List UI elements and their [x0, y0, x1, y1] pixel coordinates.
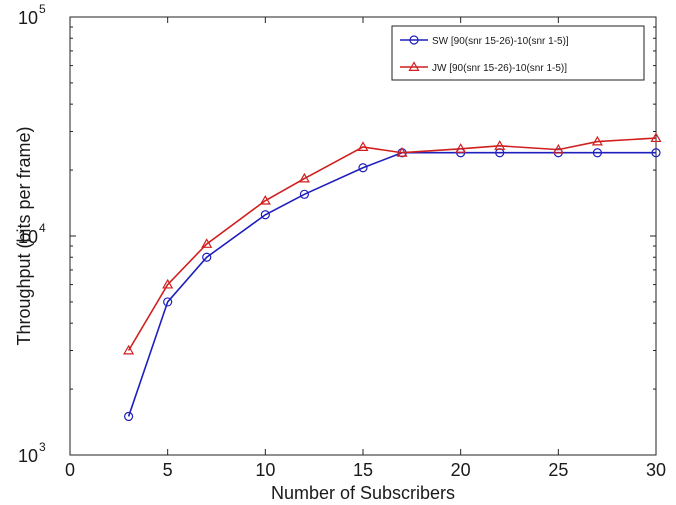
data-point — [396, 147, 408, 157]
data-point — [651, 148, 661, 158]
y-tick-label: 10 — [18, 8, 38, 28]
data-point — [409, 35, 419, 45]
data-point — [260, 210, 270, 220]
data-point — [259, 194, 271, 205]
data-point — [162, 278, 174, 289]
x-tick-label: 30 — [646, 460, 666, 480]
legend: SW [90(snr 15-26)-10(snr 1-5)] JW [90(snr… — [391, 25, 645, 81]
series-layer — [123, 132, 662, 422]
x-tick-label: 15 — [353, 460, 373, 480]
legend-entry: JW [90(snr 15-26)-10(snr 1-5)] — [400, 61, 567, 74]
data-point — [592, 148, 603, 158]
legend-entry: SW [90(snr 15-26)-10(snr 1-5)] — [400, 35, 569, 47]
y-axis-title: Throughput (bits per frame) — [14, 126, 34, 345]
data-point — [201, 238, 213, 248]
data-point — [298, 172, 310, 183]
x-tick-label: 20 — [451, 460, 471, 480]
x-tick-label: 10 — [255, 460, 275, 480]
data-point — [455, 143, 467, 153]
legend-label: JW [90(snr 15-26)-10(snr 1-5)] — [432, 63, 567, 74]
data-point — [123, 344, 135, 355]
x-tick-label: 0 — [65, 460, 75, 480]
series-line — [127, 151, 656, 417]
legend-entries: SW [90(snr 15-26)-10(snr 1-5)] JW [90(snr… — [400, 35, 569, 74]
y-tick-label-exponent: 5 — [39, 2, 46, 16]
data-point — [124, 411, 134, 422]
y-tick-label-exponent: 3 — [39, 440, 46, 454]
y-tick-label: 10 — [18, 227, 38, 247]
data-point — [163, 297, 173, 307]
y-tick-label: 10 — [18, 446, 38, 466]
x-tick-label: 5 — [163, 460, 173, 480]
data-point — [494, 140, 506, 150]
data-point — [650, 132, 662, 143]
x-tick-label: 25 — [548, 460, 568, 480]
legend-label: SW [90(snr 15-26)-10(snr 1-5)] — [432, 36, 569, 47]
series-jw — [123, 132, 662, 355]
legend-box — [391, 25, 645, 81]
data-point — [552, 143, 564, 154]
data-point — [357, 141, 369, 151]
plot-area — [69, 16, 657, 456]
y-tick-label-exponent: 4 — [39, 221, 46, 235]
series-line — [127, 137, 657, 351]
data-point — [202, 252, 212, 262]
data-point — [358, 163, 368, 173]
data-point — [299, 189, 309, 199]
x-axis-title: Number of Subscribers — [271, 483, 455, 503]
data-point — [591, 135, 603, 146]
data-point — [408, 61, 420, 71]
